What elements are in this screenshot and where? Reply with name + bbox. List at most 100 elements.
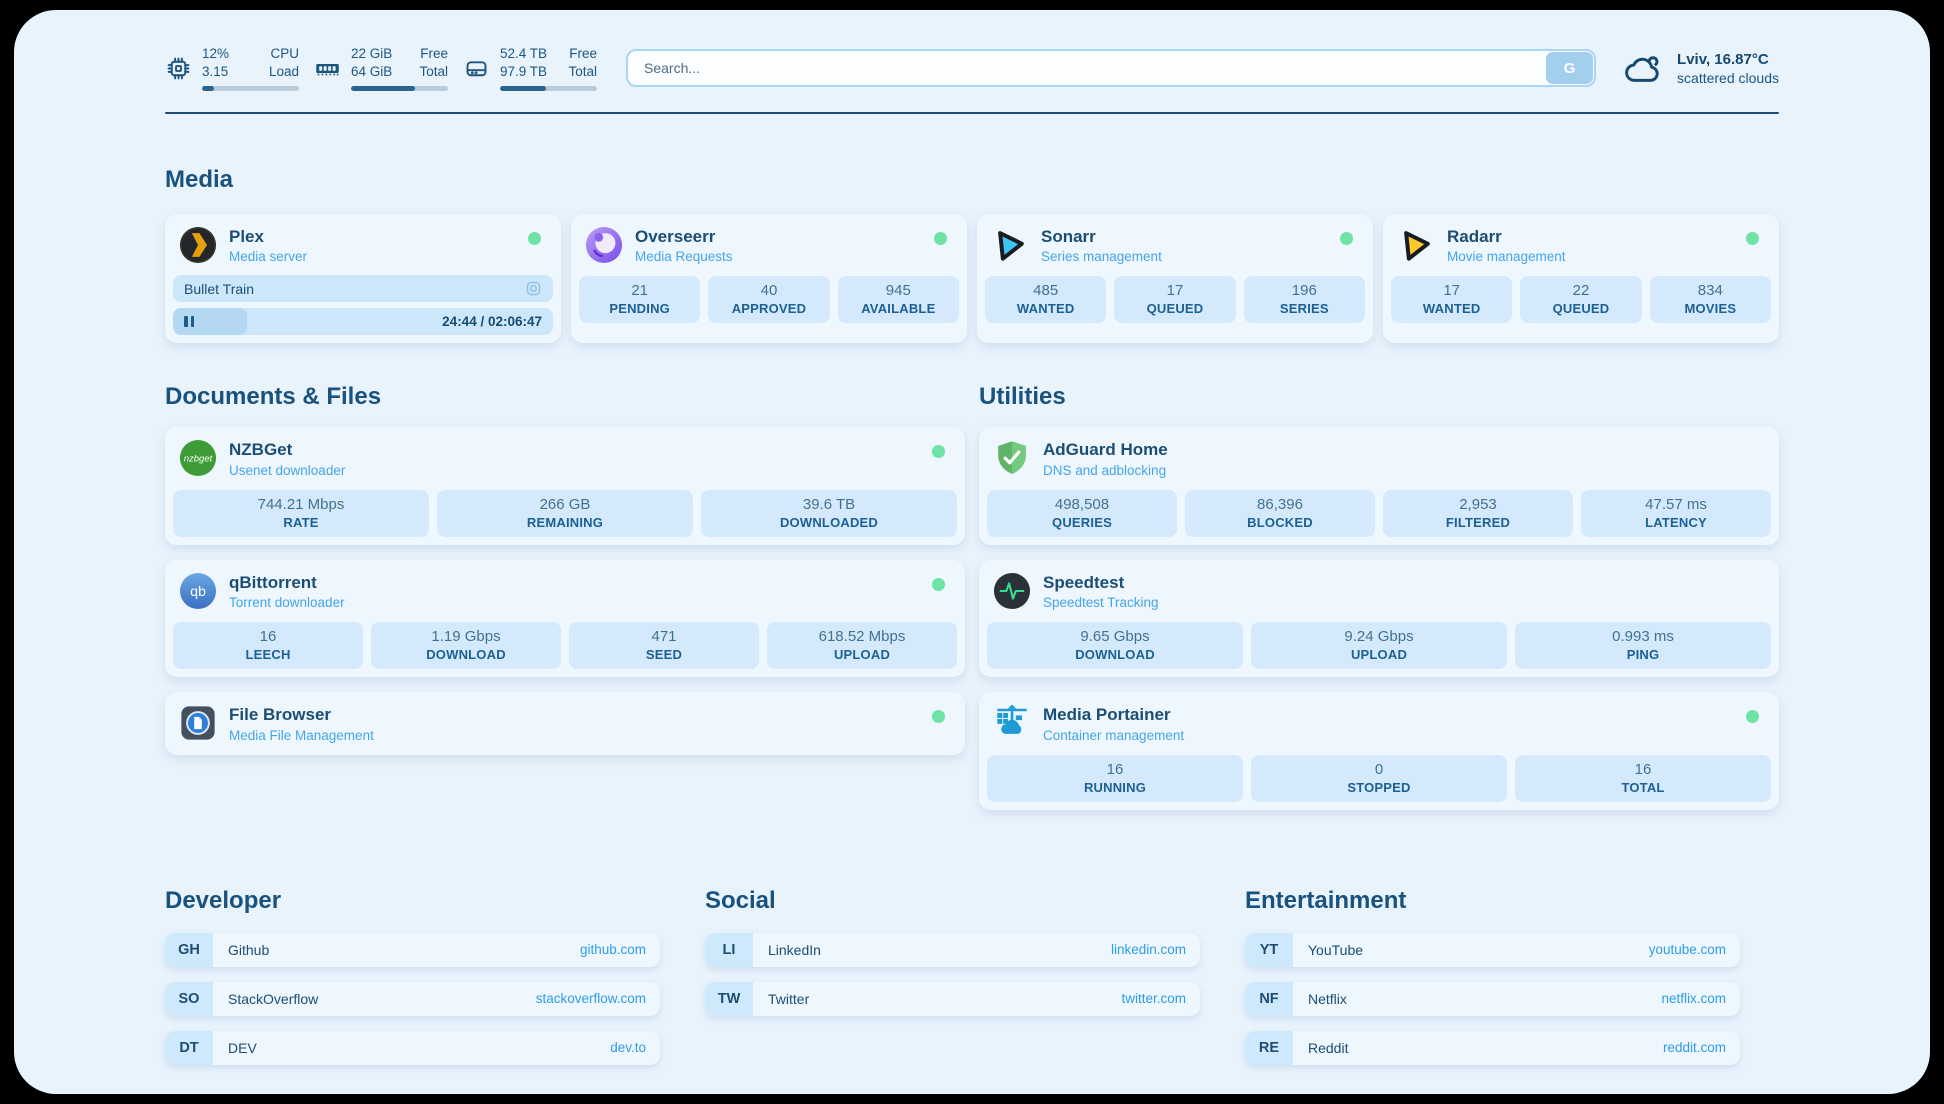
- qbittorrent-icon: qb: [179, 572, 217, 610]
- stat-downloaded: 39.6 TB DOWNLOADED: [701, 489, 957, 537]
- stat-seed: 471 SEED: [569, 622, 759, 670]
- section-title-documents: Documents & Files: [165, 383, 382, 411]
- stat-latency: 47.57 ms LATENCY: [1581, 489, 1771, 537]
- link-badge: SO: [165, 981, 213, 1016]
- link-dev[interactable]: DT DEV dev.to: [165, 1030, 660, 1065]
- link-badge: NF: [1245, 981, 1293, 1016]
- now-playing-row: Bullet Train: [173, 275, 553, 303]
- cpu-stat-body: 12% 3.15 CPU Load: [202, 45, 299, 91]
- link-name: StackOverflow: [228, 990, 319, 1007]
- stat-available: 945 AVAILABLE: [837, 276, 959, 324]
- link-name: LinkedIn: [768, 941, 821, 958]
- app-title: AdGuard Home: [1043, 440, 1168, 460]
- app-title: File Browser: [229, 705, 332, 725]
- app-card-filebrowser[interactable]: File Browser Media File Management: [165, 692, 965, 755]
- now-playing-title: Bullet Train: [184, 280, 255, 297]
- stat-wanted: 17 WANTED: [1391, 276, 1513, 324]
- documents-column: Documents & Files nzbget NZBGet Usenet d…: [165, 383, 965, 824]
- memory-usage-bar: [351, 85, 448, 91]
- section-title-developer: Developer: [165, 886, 282, 914]
- app-card-overseerr[interactable]: Overseerr Media Requests 21 PENDING 40 A…: [571, 214, 967, 344]
- app-card-plex[interactable]: Plex Media server Bullet Train 24:44 / 0…: [165, 214, 561, 344]
- app-title: Media Portainer: [1043, 705, 1171, 725]
- filebrowser-icon: [179, 704, 217, 742]
- stat-series: 196 SERIES: [1243, 276, 1365, 324]
- weather-widget: Lviv, 16.87°C scattered clouds: [1623, 50, 1779, 86]
- developer-links-column: Developer GH Github github.com SO StackO…: [165, 887, 660, 1080]
- memory-free-label: Free: [420, 46, 448, 62]
- link-linkedin[interactable]: LI LinkedIn linkedin.com: [705, 932, 1200, 967]
- memory-total-label: Total: [419, 64, 448, 79]
- disk-free-label: Free: [569, 46, 597, 62]
- top-header: 12% 3.15 CPU Load: [165, 40, 1779, 96]
- memory-stat-body: 22 GiB 64 GiB Free Total: [351, 45, 448, 91]
- link-url: linkedin.com: [1110, 942, 1186, 958]
- overseerr-icon: [585, 226, 623, 264]
- status-dot-online: [932, 710, 945, 724]
- status-dot-online: [1746, 710, 1759, 724]
- adguard-icon: [993, 439, 1031, 477]
- app-subtitle: Usenet downloader: [229, 462, 346, 478]
- search-bar: G: [626, 49, 1597, 87]
- app-card-nzbget[interactable]: nzbget NZBGet Usenet downloader 744.21 M…: [165, 427, 965, 545]
- disk-total-value: 97.9 TB: [500, 64, 548, 79]
- app-title: Overseerr: [635, 227, 716, 246]
- app-card-portainer[interactable]: Media Portainer Container management 16 …: [979, 692, 1779, 810]
- memory-free-value: 22 GiB: [351, 46, 393, 62]
- weather-condition: scattered clouds: [1677, 70, 1779, 87]
- link-name: YouTube: [1308, 941, 1364, 958]
- app-title: Plex: [229, 227, 264, 246]
- app-card-qbittorrent[interactable]: qb qBittorrent Torrent downloader 16 LEE…: [165, 559, 965, 678]
- sonarr-icon: [991, 226, 1029, 264]
- stat-blocked: 86,396 BLOCKED: [1185, 489, 1375, 537]
- stat-total: 16 TOTAL: [1515, 754, 1771, 802]
- section-title-media: Media: [165, 166, 234, 193]
- stat-stopped: 0 STOPPED: [1251, 754, 1507, 802]
- link-stackoverflow[interactable]: SO StackOverflow stackoverflow.com: [165, 981, 660, 1016]
- link-url: stackoverflow.com: [535, 991, 646, 1007]
- status-dot-online: [932, 577, 945, 591]
- link-url: netflix.com: [1661, 991, 1726, 1007]
- stat-remaining: 266 GB REMAINING: [437, 489, 693, 537]
- app-subtitle: Media File Management: [229, 727, 374, 743]
- status-dot-online: [528, 232, 541, 245]
- link-reddit[interactable]: RE Reddit reddit.com: [1245, 1030, 1740, 1065]
- system-stat-memory: 22 GiB 64 GiB Free Total: [314, 45, 448, 91]
- cpu-load-value: 3.15: [202, 64, 229, 79]
- link-github[interactable]: GH Github github.com: [165, 932, 660, 967]
- session-cast-icon[interactable]: [525, 280, 542, 297]
- search-provider-button[interactable]: G: [1546, 52, 1594, 84]
- disk-icon: [463, 55, 490, 82]
- link-url: dev.to: [610, 1040, 646, 1056]
- cpu-usage-bar: [202, 85, 299, 91]
- stat-ping: 0.993 ms PING: [1515, 622, 1771, 670]
- svg-text:qb: qb: [190, 584, 206, 600]
- app-card-speedtest[interactable]: Speedtest Speedtest Tracking 9.65 Gbps D…: [979, 559, 1779, 678]
- ram-icon: [314, 55, 341, 82]
- link-name: Reddit: [1308, 1039, 1349, 1056]
- link-netflix[interactable]: NF Netflix netflix.com: [1245, 981, 1740, 1016]
- stat-upload: 618.52 Mbps UPLOAD: [767, 622, 957, 670]
- utilities-column: Utilities AdGuard Home DNS and adblockin…: [979, 383, 1779, 824]
- svg-text:nzbget: nzbget: [184, 454, 213, 465]
- link-youtube[interactable]: YT YouTube youtube.com: [1245, 932, 1740, 967]
- status-dot-online: [932, 445, 945, 459]
- app-subtitle: Torrent downloader: [229, 595, 345, 611]
- weather-location-temp: Lviv, 16.87°C: [1677, 50, 1769, 68]
- section-title-social: Social: [705, 886, 776, 914]
- header-divider: [165, 112, 1779, 114]
- stat-pending: 21 PENDING: [579, 276, 701, 324]
- media-card-grid: Plex Media server Bullet Train 24:44 / 0…: [165, 214, 1779, 344]
- app-card-radarr[interactable]: Radarr Movie management 17 WANTED 22 QUE…: [1383, 214, 1779, 344]
- system-stat-disk: 52.4 TB 97.9 TB Free Total: [463, 45, 597, 91]
- nzbget-icon: nzbget: [179, 439, 217, 477]
- app-card-sonarr[interactable]: Sonarr Series management 485 WANTED 17 Q…: [977, 214, 1373, 344]
- app-card-adguard[interactable]: AdGuard Home DNS and adblocking 498,508 …: [979, 427, 1779, 545]
- app-subtitle: Media Requests: [635, 249, 733, 265]
- dashboard-panel: 12% 3.15 CPU Load: [14, 10, 1930, 1094]
- link-twitter[interactable]: TW Twitter twitter.com: [705, 981, 1200, 1016]
- link-badge: GH: [165, 932, 213, 967]
- link-url: github.com: [579, 942, 646, 958]
- search-input[interactable]: [626, 49, 1597, 87]
